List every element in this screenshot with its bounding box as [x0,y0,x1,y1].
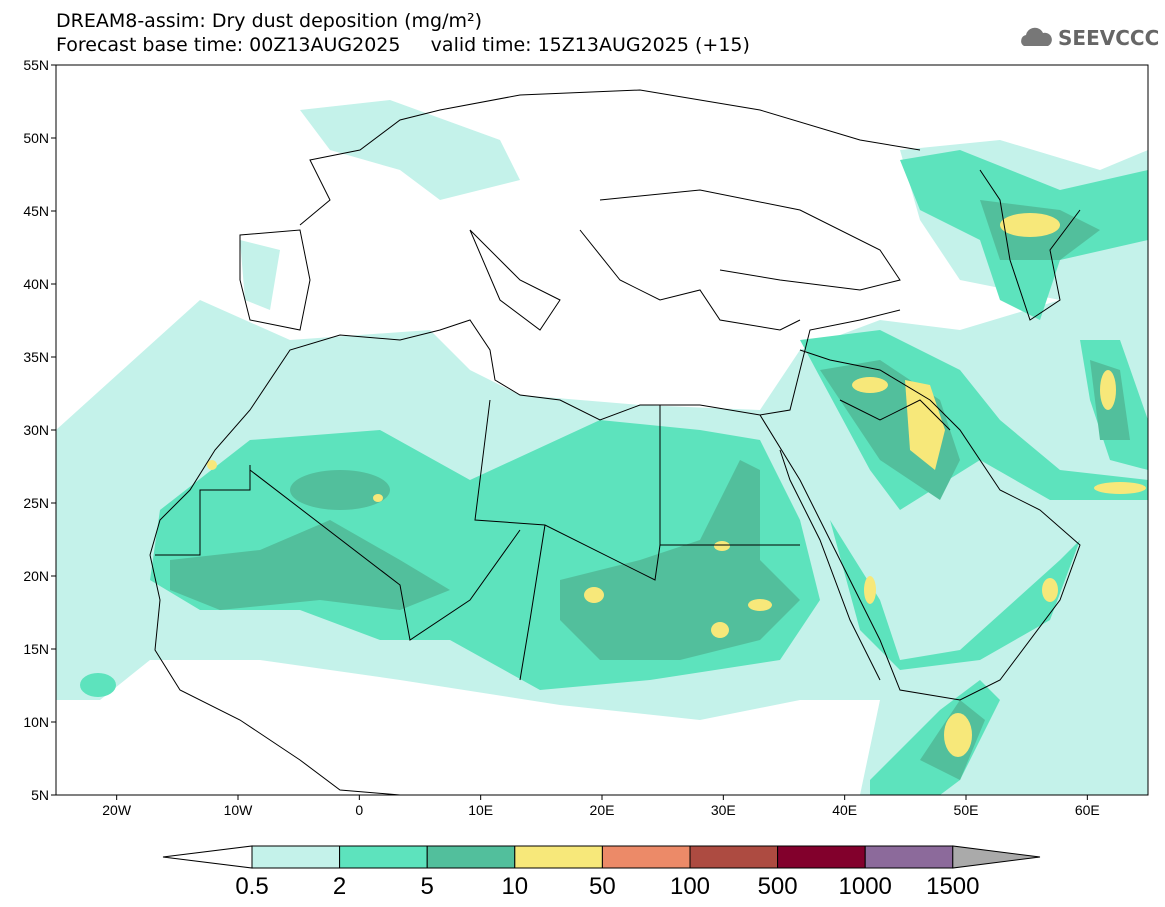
lat-tick-label: 45N [23,203,49,219]
lon-tick-label: 20E [590,802,615,818]
colorbar-label: 5 [421,873,434,900]
dust-field [56,100,1148,795]
lat-tick-label: 10N [23,714,49,730]
colorbar-label: 1000 [839,873,892,900]
lon-tick-label: 30E [711,802,736,818]
map-title: DREAM8-assim: Dry dust deposition (mg/m²… [56,10,483,32]
lat-tick-label: 5N [31,787,49,803]
lat-tick-label: 35N [23,349,49,365]
colorbar-swatch [339,845,428,869]
lon-tick-label: 40E [832,802,857,818]
lon-tick-label: 10W [224,802,254,818]
lat-tick-label: 40N [23,276,49,292]
colorbar-swatch [514,845,603,869]
colorbar-swatch [689,845,779,869]
lon-tick-label: 0 [355,802,363,818]
lat-tick-label: 55N [23,57,49,73]
colorbar-swatch [601,845,691,869]
colorbar-label: 0.5 [235,873,268,900]
lon-tick-label: 50E [954,802,979,818]
lat-tick-label: 30N [23,422,49,438]
lat-tick-label: 15N [23,641,49,657]
colorbar-label: 2 [333,873,346,900]
colorbar-swatch [864,845,954,869]
contour-10-50 [207,213,1146,757]
cloud-icon [1021,27,1052,46]
colorbar: 0.5 2 5 10 50 100 500 1000 1500 [162,845,1041,900]
colorbar-swatch [426,845,516,869]
lat-tick-label: 20N [23,568,49,584]
colorbar-swatch [777,845,866,869]
colorbar-label: 50 [589,873,616,900]
colorbar-label: 500 [758,873,798,900]
seevccc-logo: SEEVCCC [1018,26,1159,50]
map-axes: 55N 50N 45N 40N 35N 30N 25N 20N 15N 10N 5N 20W 10W 0 1… [23,57,1099,818]
colorbar-label: 10 [501,873,528,900]
lon-tick-label: 10E [468,802,493,818]
lat-tick-label: 50N [23,130,49,146]
colorbar-over-arrow [952,845,1041,869]
colorbar-label: 100 [670,873,710,900]
lon-tick-label: 60E [1075,802,1100,818]
colorbar-label: 1500 [926,873,979,900]
map-subtitle: Forecast base time: 00Z13AUG2025 valid t… [56,34,750,56]
coastlines [149,89,1081,795]
colorbar-under-arrow [162,845,253,869]
lat-tick-label: 25N [23,495,49,511]
lon-tick-label: 20W [102,802,132,818]
colorbar-swatch [251,845,341,869]
logo-text: SEEVCCC [1058,26,1160,50]
